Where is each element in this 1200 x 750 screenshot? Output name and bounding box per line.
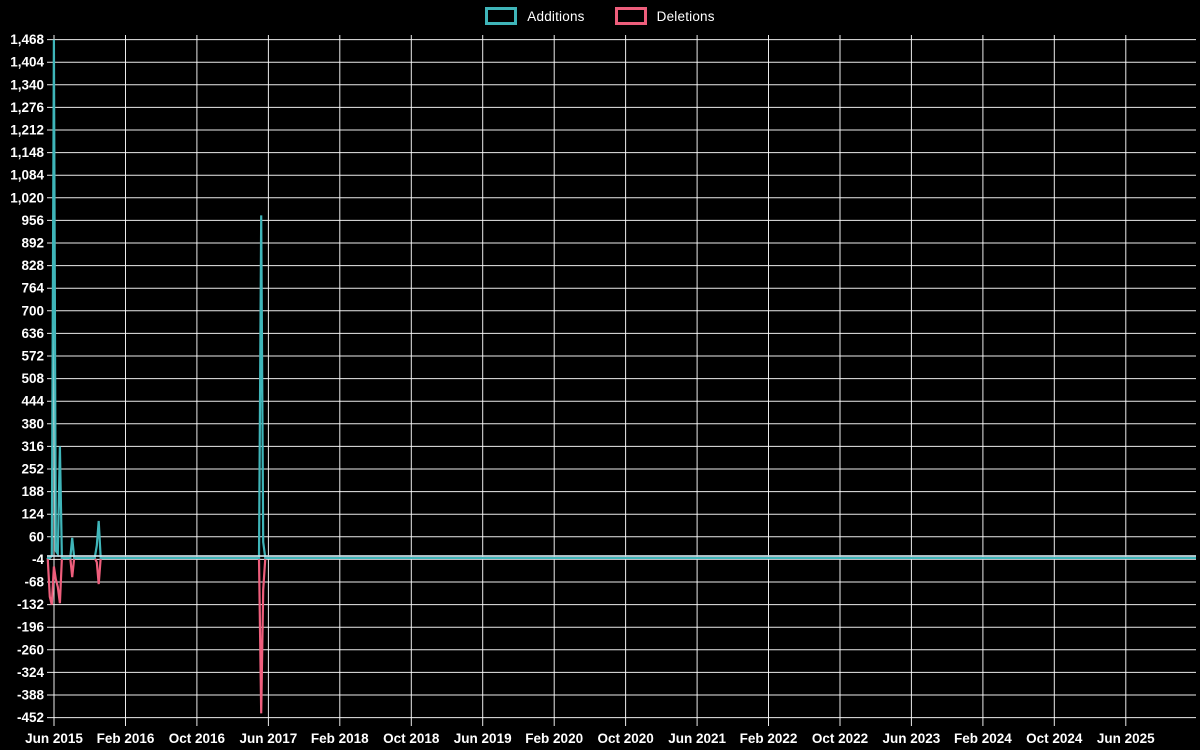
additions-line [47, 39, 1196, 560]
y-gridlines [47, 39, 1196, 719]
svg-text:1,084: 1,084 [10, 168, 44, 183]
svg-text:Jun 2021: Jun 2021 [668, 731, 726, 746]
svg-text:Feb 2022: Feb 2022 [740, 731, 798, 746]
svg-text:-4: -4 [32, 552, 44, 567]
svg-text:764: 764 [21, 281, 44, 296]
svg-text:-260: -260 [17, 642, 44, 657]
svg-text:380: 380 [21, 416, 44, 431]
svg-text:Feb 2018: Feb 2018 [311, 731, 369, 746]
svg-text:1,276: 1,276 [10, 100, 44, 115]
svg-text:Oct 2018: Oct 2018 [383, 731, 440, 746]
x-axis-labels: Jun 2015 Feb 2016 Oct 2016 Jun 2017 Feb 2018… [25, 731, 1155, 746]
svg-text:188: 188 [21, 484, 44, 499]
legend-label-deletions: Deletions [656, 8, 715, 24]
svg-text:Jun 2015: Jun 2015 [25, 731, 83, 746]
svg-text:Oct 2020: Oct 2020 [597, 731, 653, 746]
svg-text:-68: -68 [24, 575, 44, 590]
deletions-line [46, 556, 1196, 714]
svg-text:252: 252 [21, 462, 44, 477]
svg-text:444: 444 [21, 394, 44, 409]
svg-text:Oct 2024: Oct 2024 [1026, 731, 1083, 746]
svg-text:-388: -388 [17, 688, 45, 703]
svg-text:1,404: 1,404 [10, 55, 44, 70]
legend-item-deletions[interactable]: Deletions [614, 7, 715, 25]
svg-text:700: 700 [21, 303, 44, 318]
svg-text:892: 892 [21, 236, 44, 251]
svg-text:1,340: 1,340 [10, 77, 44, 92]
svg-text:-196: -196 [17, 620, 45, 635]
svg-text:1,148: 1,148 [10, 145, 44, 160]
svg-text:Jun 2023: Jun 2023 [883, 731, 941, 746]
svg-text:Oct 2016: Oct 2016 [169, 731, 226, 746]
svg-text:60: 60 [29, 529, 44, 544]
legend-item-additions[interactable]: Additions [485, 7, 584, 25]
svg-text:1,468: 1,468 [10, 32, 44, 47]
chart-legend: Additions Deletions [0, 7, 1200, 25]
svg-text:956: 956 [21, 213, 44, 228]
svg-text:572: 572 [21, 349, 44, 364]
svg-text:Feb 2024: Feb 2024 [954, 731, 1012, 746]
svg-text:-132: -132 [17, 597, 44, 612]
additions-swatch-icon [485, 7, 518, 25]
svg-text:1,212: 1,212 [10, 123, 44, 138]
svg-text:Jun 2019: Jun 2019 [454, 731, 512, 746]
svg-text:Feb 2020: Feb 2020 [525, 731, 583, 746]
svg-text:Oct 2022: Oct 2022 [812, 731, 868, 746]
deletions-swatch-icon [614, 7, 647, 25]
svg-text:124: 124 [21, 507, 44, 522]
y-axis-labels: 1,468 1,404 1,340 1,276 1,212 1,148 1,084 1,020… [10, 32, 44, 725]
svg-text:Jun 2025: Jun 2025 [1097, 731, 1155, 746]
svg-text:Feb 2016: Feb 2016 [97, 731, 155, 746]
svg-text:508: 508 [21, 371, 44, 386]
svg-text:636: 636 [21, 326, 44, 341]
x-gridlines [53, 35, 1127, 726]
legend-label-additions: Additions [527, 8, 585, 24]
svg-text:Jun 2017: Jun 2017 [240, 731, 298, 746]
svg-text:1,020: 1,020 [10, 190, 44, 205]
svg-text:-452: -452 [17, 710, 44, 725]
svg-text:-324: -324 [17, 665, 45, 680]
svg-text:316: 316 [21, 439, 44, 454]
svg-text:828: 828 [21, 258, 44, 273]
